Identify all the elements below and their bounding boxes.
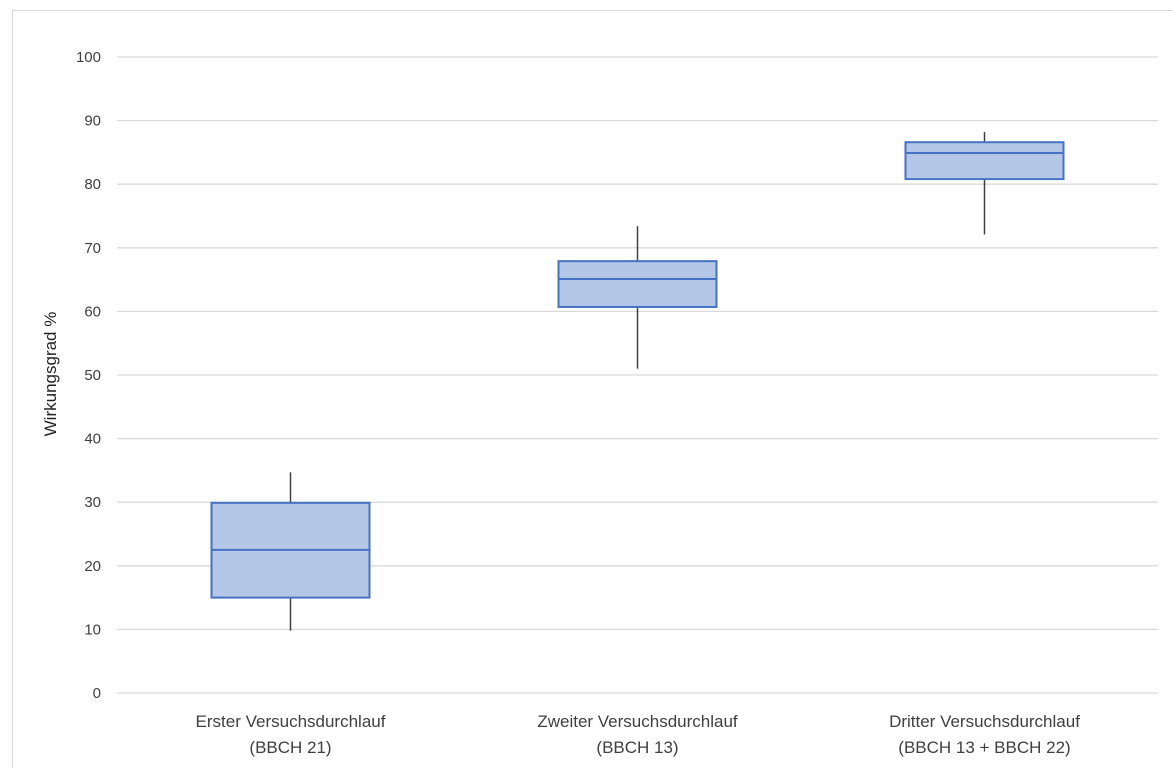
y-tick-label: 10 bbox=[84, 621, 101, 638]
y-tick-label: 20 bbox=[84, 558, 101, 575]
y-tick-label: 50 bbox=[84, 367, 101, 384]
y-tick-label: 30 bbox=[84, 494, 101, 511]
category-label-line2: (BBCH 21) bbox=[249, 738, 331, 757]
chart-frame bbox=[12, 10, 1172, 768]
y-tick-label: 0 bbox=[93, 685, 101, 702]
box-iqr bbox=[904, 141, 1065, 181]
category-label-line2: (BBCH 13) bbox=[596, 738, 678, 757]
box-2 bbox=[557, 226, 718, 369]
x-axis-categories: Erster Versuchsdurchlauf (BBCH 21) Zweiter… bbox=[196, 712, 1081, 757]
y-tick-label: 40 bbox=[84, 431, 101, 448]
category-label-line1: Zweiter Versuchsdurchlauf bbox=[537, 712, 738, 731]
box-1 bbox=[210, 472, 371, 631]
y-tick-label: 60 bbox=[84, 303, 101, 320]
y-tick-label: 70 bbox=[84, 240, 101, 257]
box-3 bbox=[904, 132, 1065, 235]
y-tick-label: 100 bbox=[76, 49, 101, 66]
gridlines bbox=[117, 56, 1158, 694]
y-axis-ticks: 0 10 20 30 40 50 60 70 80 90 100 bbox=[76, 49, 101, 702]
y-axis-label: Wirkungsgrad % bbox=[41, 312, 60, 437]
category-label-line1: Dritter Versuchsdurchlauf bbox=[889, 712, 1080, 731]
box-iqr bbox=[557, 260, 718, 308]
box-series bbox=[210, 132, 1065, 631]
category-label-line1: Erster Versuchsdurchlauf bbox=[196, 712, 386, 731]
category-label-line2: (BBCH 13 + BBCH 22) bbox=[898, 738, 1070, 757]
y-tick-label: 90 bbox=[84, 113, 101, 130]
y-tick-label: 80 bbox=[84, 176, 101, 193]
